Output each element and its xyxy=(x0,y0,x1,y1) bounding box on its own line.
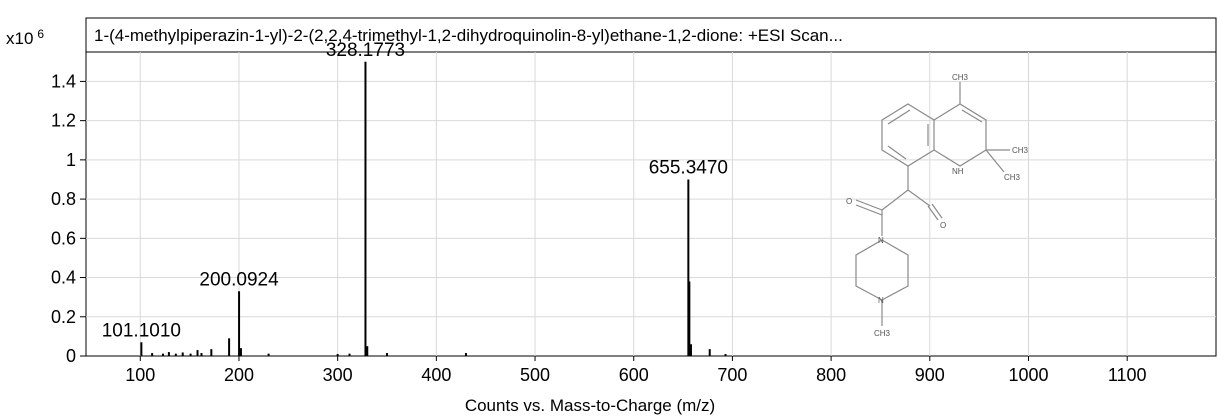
heterocycle-double-bond xyxy=(961,109,983,123)
peak-label-2: 328.1773 xyxy=(326,40,405,61)
x-tick-label: 100 xyxy=(125,365,155,385)
y-multiplier-base: x10 xyxy=(6,29,33,48)
ch3-right-lower-label: CH3 xyxy=(1004,173,1021,182)
carbonyl-o-right-bond xyxy=(927,205,939,221)
grid-layer xyxy=(86,52,1216,356)
peak-labels-layer: 101.1010 200.0924 328.1773 655.3470 xyxy=(102,40,728,341)
n-upper-label: N xyxy=(878,236,884,245)
x-tick-label: 900 xyxy=(915,365,945,385)
plot-area xyxy=(85,51,1217,357)
y-multiplier-exp: 6 xyxy=(37,27,44,41)
peak-label-3: 655.3470 xyxy=(649,157,728,178)
chart-title: 1-(4-methylpiperazin-1-yl)-2-(2,2,4-trim… xyxy=(94,26,843,45)
nh-label: NH xyxy=(952,167,964,176)
y-axis: 0 0.2 0.4 0.6 0.8 1 1.2 1.4 xyxy=(51,71,86,366)
chemical-structure-labels: CH3 CH3 CH3 NH O O N N CH3 xyxy=(846,73,1029,338)
x-tick-label: 800 xyxy=(816,365,846,385)
x-tick-label: 1100 xyxy=(1108,365,1147,385)
x-tick-label: 600 xyxy=(619,365,649,385)
x-tick-label: 400 xyxy=(421,365,451,385)
peaks-layer xyxy=(140,61,727,356)
o-left-label: O xyxy=(846,197,852,206)
x-tick-label: 1000 xyxy=(1008,365,1048,385)
benzene-inner-bond-1 xyxy=(887,109,911,125)
heterocycle-ring xyxy=(933,103,987,167)
carbonyl-o-left-bond-2 xyxy=(855,204,883,216)
x-tick-label: 200 xyxy=(224,365,254,385)
benzene-ring xyxy=(881,103,935,167)
ch3-top-label: CH3 xyxy=(952,73,969,82)
peak-label-1: 200.0924 xyxy=(199,269,279,290)
chemical-structure xyxy=(855,82,1010,326)
n-lower-label: N xyxy=(878,296,884,305)
o-right-label: O xyxy=(940,221,946,230)
x-axis-label: Counts vs. Mass-to-Charge (m/z) xyxy=(465,396,715,415)
carbonyl-chain-left xyxy=(881,189,909,211)
x-tick-label: 300 xyxy=(323,365,353,385)
y-tick-label: 0.2 xyxy=(51,307,76,327)
x-axis: 100 200 300 400 500 600 700 800 900 1000 1100 xyxy=(125,356,1147,385)
y-tick-label: 0.4 xyxy=(51,268,76,288)
methyl-right-lower-bond xyxy=(985,149,1005,173)
x-tick-label: 500 xyxy=(520,365,550,385)
carbonyl-o-left-bond xyxy=(855,199,883,211)
carbonyl-o-right-bond-2 xyxy=(931,203,943,219)
x-tick-label: 700 xyxy=(717,365,747,385)
y-tick-label: 0 xyxy=(66,346,76,366)
piperazine-ring xyxy=(855,239,909,301)
benzene-inner-bond-3 xyxy=(887,145,907,160)
y-tick-label: 1 xyxy=(66,150,76,170)
y-tick-label: 1.2 xyxy=(51,111,76,131)
y-tick-label: 0.6 xyxy=(51,228,76,248)
peak-label-0: 101.1010 xyxy=(102,320,181,341)
ch3-bottom-label: CH3 xyxy=(874,329,891,338)
title-band xyxy=(85,17,1217,53)
ch3-right-upper-label: CH3 xyxy=(1012,146,1029,155)
y-multiplier: x10 6 xyxy=(6,27,44,48)
y-tick-label: 0.8 xyxy=(51,189,76,209)
y-tick-label: 1.4 xyxy=(51,71,76,91)
carbonyl-chain-right xyxy=(907,189,931,207)
